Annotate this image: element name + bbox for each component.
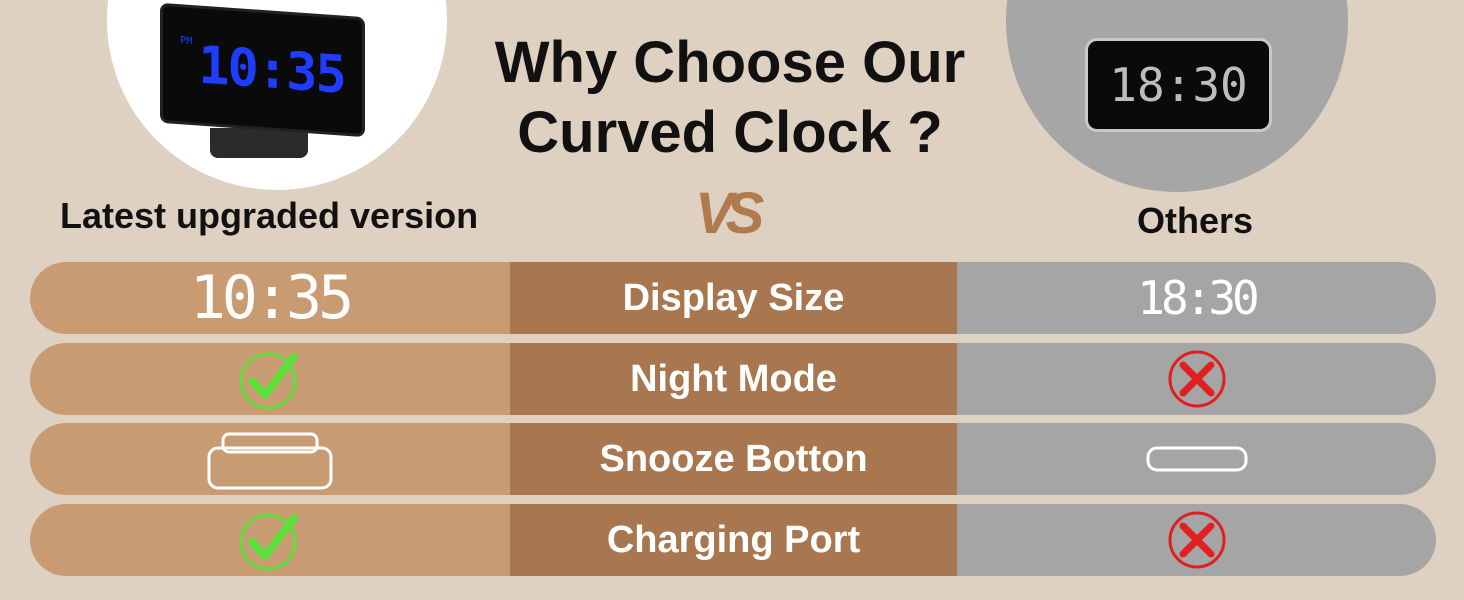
comparison-row: Snooze Botton [30,423,1436,495]
vs-label: VS [695,181,764,246]
comparison-row: 10:35 Display Size 18:30 [30,262,1436,334]
other-clock-image: 18:30 [1085,38,1272,132]
page-title: Why Choose Our Curved Clock ? [494,30,966,165]
large-snooze-button-icon [207,432,333,490]
check-icon [239,513,298,571]
others-display: 18:30 [1137,271,1260,325]
clock-time: 18:30 [1109,58,1248,112]
x-icon [1168,350,1225,408]
pm-indicator: PM [180,35,193,48]
feature-label: Display Size [622,276,845,319]
feature-label: Night Mode [630,357,837,400]
check-icon [239,352,298,410]
comparison-row: Night Mode [30,343,1436,415]
right-label: Others [1137,200,1254,241]
clock-time: 10:35 [198,35,345,106]
x-icon [1168,511,1225,569]
ours-display: 10:35 [189,263,355,333]
feature-label: Snooze Botton [599,437,868,480]
left-label: Latest upgraded version [60,195,479,236]
curved-clock-image: PM 10:35 [160,2,365,138]
clock-stand [210,128,308,158]
comparison-row: Charging Port [30,504,1436,576]
small-snooze-button-icon [1146,446,1247,472]
feature-label: Charging Port [606,518,861,561]
